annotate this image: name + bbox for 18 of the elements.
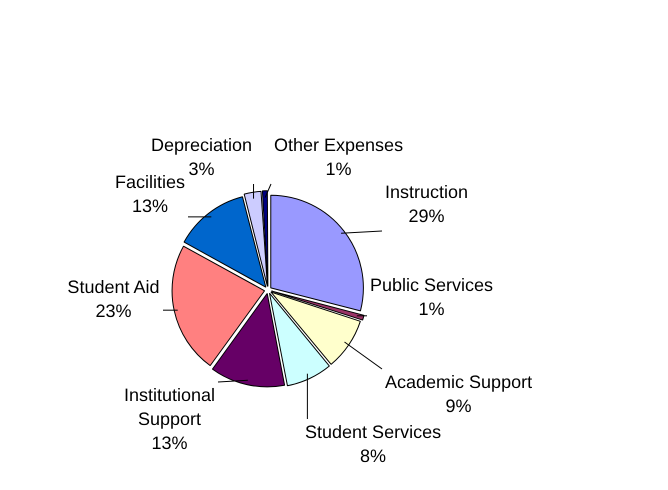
slice-label: Facilities bbox=[114, 172, 185, 192]
slice-label: Public Services bbox=[370, 274, 494, 295]
slice-label: Institutional Support bbox=[124, 384, 216, 429]
data-label: 29% bbox=[408, 206, 445, 226]
slice-label: Other Expenses bbox=[274, 134, 404, 155]
data-label: 1% bbox=[418, 298, 445, 319]
data-label: 3% bbox=[188, 158, 214, 179]
slice-label: Depreciation bbox=[150, 134, 252, 155]
data-label: 23% bbox=[95, 300, 132, 321]
data-label: 13% bbox=[151, 432, 188, 453]
data-label: 8% bbox=[360, 446, 386, 466]
slice-label: Student Services bbox=[304, 422, 442, 442]
data-label: 13% bbox=[132, 196, 168, 216]
slice-label: Instruction bbox=[384, 182, 468, 202]
slice-label: Academic Support bbox=[385, 372, 532, 392]
slice-label: Student Aid bbox=[67, 276, 160, 297]
data-label: 9% bbox=[446, 396, 472, 416]
data-label: 1% bbox=[326, 158, 352, 179]
